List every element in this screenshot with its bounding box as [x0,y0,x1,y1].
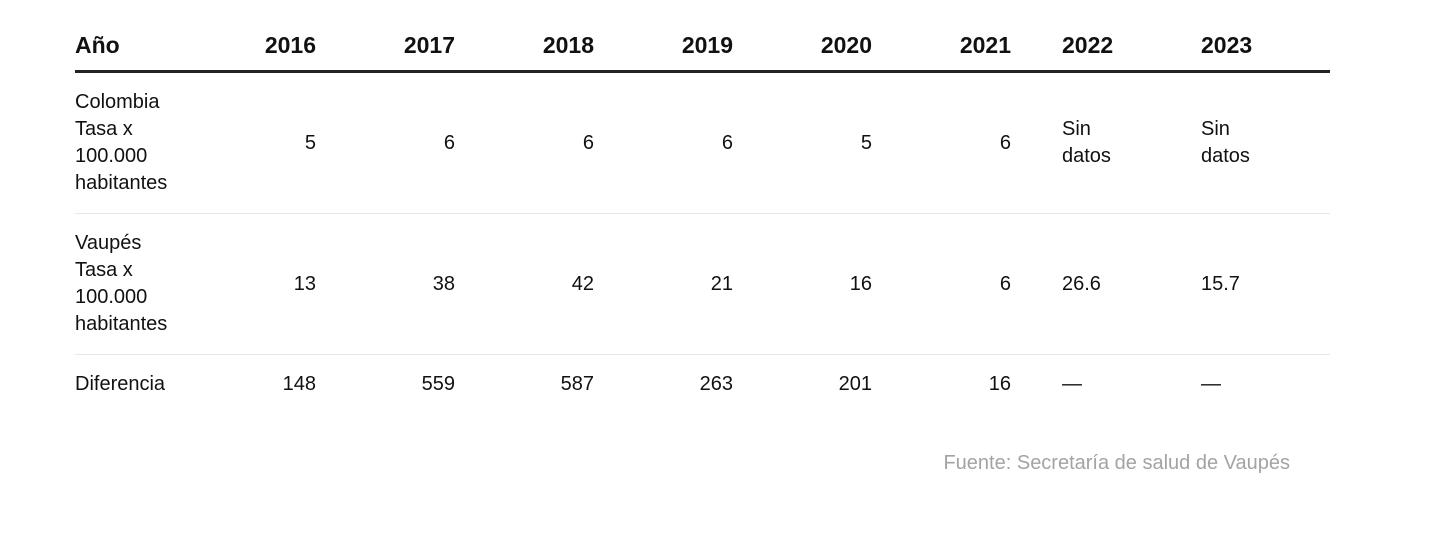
cell-vaupes-2017: 38 [316,213,455,355]
cell-diferencia-2017: 559 [421,372,455,395]
row-label-vaupes-line2: Tasa x [75,259,133,281]
cell-diferencia-2018: 587 [560,372,594,395]
header-2019: 2019 [594,20,733,73]
header-2020: 2020 [733,20,872,73]
cell-colombia-2022-line2: datos [1062,145,1111,167]
cell-colombia-2019: 6 [594,71,733,214]
cell-vaupes-2018: 42 [455,213,594,355]
row-label-vaupes-line4: habitantes [75,313,168,335]
cell-vaupes-2020: 16 [733,213,872,355]
row-label-colombia-line2: Tasa x [75,118,133,140]
cell-diferencia-2023: — [1201,372,1221,395]
header-year-label: Año [75,20,197,73]
cell-diferencia-2021: 16 [988,372,1011,395]
cell-colombia-2022-line1: Sin [1062,118,1091,140]
table-row-colombia: Colombia Tasa x 100.000 habitantes 5 6 6… [75,71,1330,214]
cell-colombia-2023-line1: Sin [1201,118,1230,140]
row-label-vaupes: Vaupés Tasa x 100.000 habitantes [75,213,197,355]
cell-colombia-2017: 6 [316,71,455,214]
cell-colombia-2016: 5 [197,71,316,214]
header-2022: 2022 [1011,20,1169,73]
cell-diferencia-2020: 201 [838,372,872,395]
table-row-diferencia: Diferencia 148 559 587 263 201 16 — — [75,355,1330,414]
cell-colombia-2018: 6 [455,71,594,214]
cell-vaupes-2023: 15.7 [1169,213,1330,355]
data-table: Año 2016 2017 2018 2019 2020 2021 2022 2… [75,20,1330,413]
row-label-colombia: Colombia Tasa x 100.000 habitantes [75,71,197,214]
cell-diferencia-2019: 263 [699,372,733,395]
cell-vaupes-2016: 13 [197,213,316,355]
row-label-vaupes-line1: Vaupés [75,232,142,254]
header-2016: 2016 [197,20,316,73]
header-2018: 2018 [455,20,594,73]
row-label-vaupes-line3: 100.000 [75,286,148,308]
cell-colombia-2023-line2: datos [1201,145,1250,167]
cell-colombia-2023: Sin datos [1169,71,1330,214]
cell-colombia-2020: 5 [733,71,872,214]
cell-colombia-2021: 6 [872,71,1011,214]
data-table-container: Año 2016 2017 2018 2019 2020 2021 2022 2… [75,20,1330,413]
row-label-colombia-line1: Colombia [75,91,160,113]
cell-diferencia-2022: — [1062,372,1082,395]
cell-diferencia-2016: 148 [282,372,316,395]
cell-vaupes-2019: 21 [594,213,733,355]
cell-colombia-2022: Sin datos [1011,71,1169,214]
table-row-vaupes: Vaupés Tasa x 100.000 habitantes 13 38 4… [75,213,1330,355]
source-note: Fuente: Secretaría de salud de Vaupés [943,452,1290,474]
header-2017: 2017 [316,20,455,73]
cell-vaupes-2021: 6 [872,213,1011,355]
row-label-colombia-line4: habitantes [75,172,168,194]
row-label-diferencia: Diferencia [75,372,166,395]
header-row: Año 2016 2017 2018 2019 2020 2021 2022 2… [75,20,1330,73]
header-2021: 2021 [872,20,1011,73]
header-2023: 2023 [1169,20,1330,73]
cell-vaupes-2022: 26.6 [1011,213,1169,355]
row-label-colombia-line3: 100.000 [75,145,148,167]
